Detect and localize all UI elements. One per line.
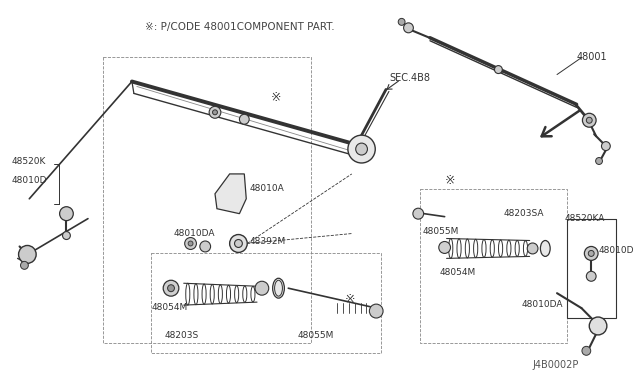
Text: 48010D: 48010D (12, 176, 47, 185)
Circle shape (495, 65, 502, 74)
Circle shape (60, 207, 74, 221)
Text: 48054M: 48054M (152, 303, 188, 312)
Ellipse shape (273, 278, 284, 298)
Circle shape (589, 317, 607, 335)
Circle shape (413, 208, 424, 219)
Circle shape (527, 243, 538, 254)
Circle shape (163, 280, 179, 296)
Circle shape (230, 234, 247, 253)
Text: 48392M: 48392M (249, 237, 285, 246)
Text: 48055M: 48055M (422, 227, 458, 235)
Text: ※: ※ (270, 92, 281, 105)
Circle shape (255, 281, 269, 295)
Circle shape (19, 246, 36, 263)
Circle shape (185, 238, 196, 250)
Text: 48520KA: 48520KA (565, 214, 605, 223)
Text: 48001: 48001 (577, 52, 607, 62)
Text: ※: ※ (344, 293, 355, 306)
Text: J4B0002P: J4B0002P (532, 360, 579, 370)
Circle shape (188, 241, 193, 246)
Text: 48203S: 48203S (164, 331, 198, 340)
Circle shape (584, 247, 598, 260)
Text: 48010A: 48010A (249, 184, 284, 193)
Polygon shape (215, 174, 246, 214)
Circle shape (63, 231, 70, 240)
Circle shape (586, 271, 596, 281)
Circle shape (369, 304, 383, 318)
Text: 48010D: 48010D (599, 247, 634, 256)
Circle shape (582, 346, 591, 355)
Circle shape (212, 110, 218, 115)
Circle shape (168, 285, 175, 292)
Text: 48203SA: 48203SA (503, 209, 544, 218)
Ellipse shape (540, 241, 550, 256)
Circle shape (582, 113, 596, 127)
Text: 48010DA: 48010DA (522, 300, 563, 309)
Text: 48054M: 48054M (440, 268, 476, 278)
Circle shape (404, 23, 413, 33)
Circle shape (209, 106, 221, 118)
Circle shape (200, 241, 211, 252)
Text: ※: P/CODE 48001COMPONENT PART.: ※: P/CODE 48001COMPONENT PART. (145, 22, 334, 32)
Text: ※: ※ (444, 174, 455, 187)
Circle shape (596, 157, 602, 164)
Bar (567, 219, 616, 318)
Circle shape (602, 142, 611, 151)
Text: SEC.4B8: SEC.4B8 (389, 73, 430, 83)
Text: 48520K: 48520K (12, 157, 46, 166)
Text: 48055M: 48055M (298, 331, 335, 340)
Circle shape (586, 117, 592, 123)
Circle shape (348, 135, 375, 163)
Circle shape (588, 250, 594, 256)
Circle shape (398, 18, 405, 25)
Circle shape (20, 262, 28, 269)
Circle shape (239, 114, 249, 124)
Text: 48010DA: 48010DA (174, 228, 216, 238)
Circle shape (356, 143, 367, 155)
Circle shape (234, 240, 243, 247)
Circle shape (439, 241, 451, 253)
